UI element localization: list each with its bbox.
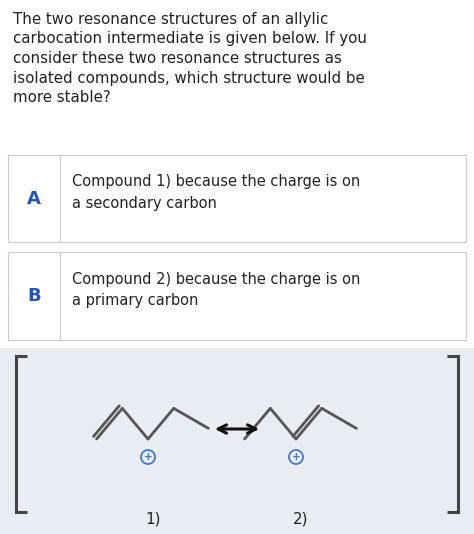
Text: B: B xyxy=(27,287,41,305)
Text: The two resonance structures of an allylic: The two resonance structures of an allyl… xyxy=(13,12,328,27)
Text: A: A xyxy=(27,190,41,208)
Text: carbocation intermediate is given below. If you: carbocation intermediate is given below.… xyxy=(13,32,367,46)
Text: isolated compounds, which structure would be: isolated compounds, which structure woul… xyxy=(13,70,365,85)
Text: +: + xyxy=(292,452,301,462)
Text: Compound 2) because the charge is on
a primary carbon: Compound 2) because the charge is on a p… xyxy=(72,272,360,308)
Text: 2): 2) xyxy=(293,511,309,526)
Text: consider these two resonance structures as: consider these two resonance structures … xyxy=(13,51,342,66)
Bar xyxy=(0,348,474,534)
Bar xyxy=(8,252,466,340)
Text: 1): 1) xyxy=(145,511,161,526)
Text: +: + xyxy=(144,452,152,462)
Bar xyxy=(8,155,466,242)
Text: Compound 1) because the charge is on
a secondary carbon: Compound 1) because the charge is on a s… xyxy=(72,174,360,211)
Text: more stable?: more stable? xyxy=(13,90,111,105)
